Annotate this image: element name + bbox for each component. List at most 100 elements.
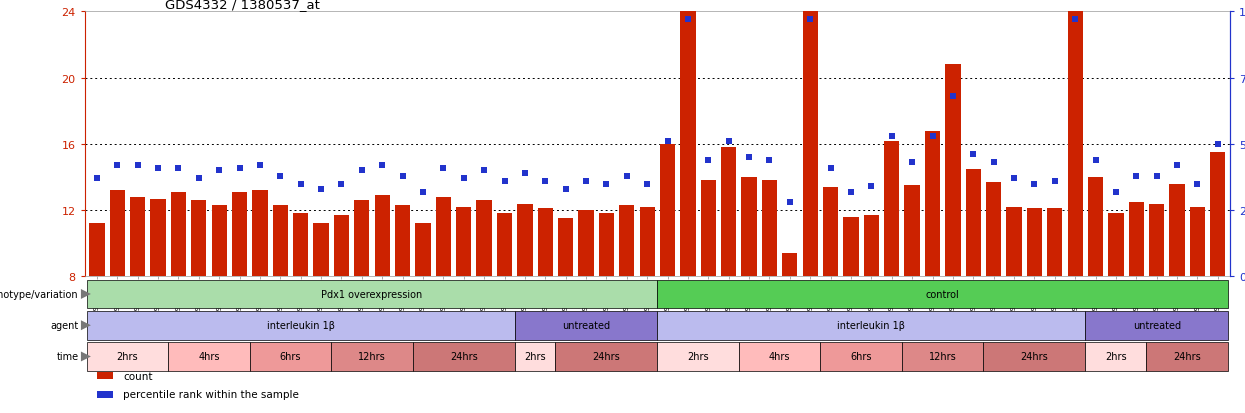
Point: [148, 165, 168, 172]
Bar: [273, 206, 288, 277]
Point: [494, 178, 514, 185]
Point: [903, 160, 923, 166]
Bar: [293, 214, 309, 277]
Bar: [517, 204, 533, 277]
Point: [250, 162, 270, 169]
Bar: [782, 254, 798, 277]
Text: 12hrs: 12hrs: [929, 351, 956, 362]
Point: [1188, 181, 1208, 188]
Point: [1003, 176, 1023, 182]
Text: 4hrs: 4hrs: [198, 351, 219, 362]
Point: [881, 133, 901, 140]
Bar: [90, 224, 105, 277]
Point: [1025, 181, 1045, 188]
Text: 2hrs: 2hrs: [117, 351, 138, 362]
Bar: [945, 65, 961, 277]
Point: [372, 162, 392, 169]
Text: 12hrs: 12hrs: [359, 351, 386, 362]
Point: [942, 94, 962, 100]
Text: 24hrs: 24hrs: [449, 351, 478, 362]
Point: [1045, 178, 1064, 185]
Text: control: control: [926, 289, 960, 299]
Bar: [1006, 207, 1022, 277]
Bar: [1047, 209, 1062, 277]
Bar: [803, 12, 818, 277]
Bar: [192, 201, 207, 277]
Text: agent: agent: [50, 320, 78, 330]
Point: [964, 152, 984, 159]
Point: [779, 199, 799, 206]
Point: [1066, 17, 1086, 24]
Point: [107, 162, 127, 169]
Bar: [497, 214, 512, 277]
Bar: [1190, 207, 1205, 277]
Bar: [129, 197, 146, 277]
Point: [718, 139, 738, 145]
Bar: [253, 191, 268, 277]
Bar: [436, 197, 451, 277]
Point: [229, 165, 249, 172]
Text: 4hrs: 4hrs: [769, 351, 791, 362]
Point: [596, 181, 616, 188]
Text: 2hrs: 2hrs: [524, 351, 545, 362]
Bar: [151, 199, 166, 277]
Text: 24hrs: 24hrs: [1173, 351, 1201, 362]
Text: 6hrs: 6hrs: [280, 351, 301, 362]
Point: [413, 189, 433, 195]
Point: [1086, 157, 1106, 164]
Point: [1127, 173, 1147, 180]
Text: interleukin 1β: interleukin 1β: [266, 320, 335, 330]
Bar: [538, 209, 553, 277]
Bar: [416, 224, 431, 277]
Point: [1147, 173, 1167, 180]
Text: 2hrs: 2hrs: [1106, 351, 1127, 362]
Point: [352, 168, 372, 174]
Bar: [986, 183, 1001, 277]
Text: count: count: [123, 371, 153, 381]
Bar: [640, 207, 655, 277]
Bar: [925, 131, 940, 277]
Point: [842, 189, 862, 195]
Bar: [599, 214, 614, 277]
Point: [1167, 162, 1186, 169]
Point: [453, 176, 473, 182]
Point: [128, 162, 148, 169]
Point: [209, 168, 229, 174]
Point: [270, 173, 290, 180]
Bar: [680, 12, 696, 277]
Bar: [212, 206, 227, 277]
Point: [311, 186, 331, 193]
Bar: [456, 207, 472, 277]
Bar: [1169, 184, 1185, 277]
Text: time: time: [56, 351, 78, 362]
Point: [637, 181, 657, 188]
Point: [657, 139, 677, 145]
Bar: [701, 181, 716, 277]
Bar: [843, 217, 859, 277]
Point: [576, 178, 596, 185]
Bar: [1149, 204, 1164, 277]
Text: 2hrs: 2hrs: [687, 351, 708, 362]
Point: [801, 17, 820, 24]
Bar: [904, 186, 920, 277]
Point: [474, 168, 494, 174]
Point: [291, 181, 311, 188]
Bar: [966, 169, 981, 277]
Point: [433, 165, 453, 172]
Text: Pdx1 overexpression: Pdx1 overexpression: [321, 289, 422, 299]
Point: [679, 17, 698, 24]
Bar: [110, 191, 124, 277]
Text: interleukin 1β: interleukin 1β: [838, 320, 905, 330]
Bar: [742, 178, 757, 277]
Bar: [823, 188, 838, 277]
Point: [189, 176, 209, 182]
Bar: [334, 216, 349, 277]
Bar: [660, 145, 675, 277]
Bar: [314, 224, 329, 277]
Point: [1208, 141, 1228, 148]
Point: [862, 183, 881, 190]
Point: [923, 133, 942, 140]
Bar: [1108, 214, 1123, 277]
Bar: [232, 192, 248, 277]
Bar: [1088, 178, 1103, 277]
